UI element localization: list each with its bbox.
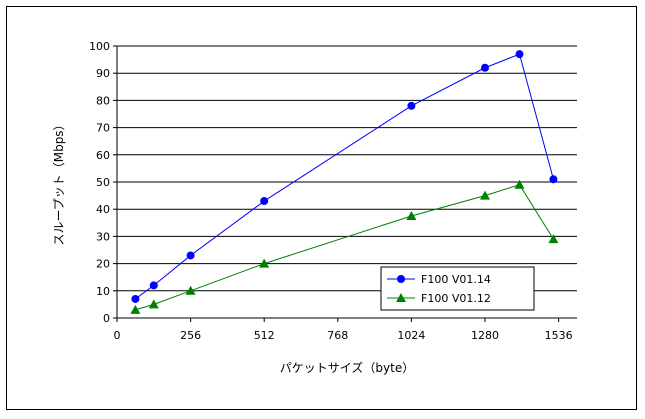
series-1-point-7 xyxy=(549,175,558,184)
y-tick-label-100: 100 xyxy=(89,40,110,53)
y-tick-label-80: 80 xyxy=(96,94,110,107)
x-tick-label-1024: 1024 xyxy=(397,329,425,342)
x-tick-label-768: 768 xyxy=(327,329,348,342)
legend-item-2: F100 V01.12 xyxy=(387,292,491,305)
legend-box xyxy=(380,266,535,311)
y-axis-title: スループット（Mbps） xyxy=(52,118,66,245)
series-1-point-3 xyxy=(260,197,269,206)
y-tick-label-0: 0 xyxy=(103,312,110,325)
legend-marker-1 xyxy=(397,275,405,283)
y-tick-label-70: 70 xyxy=(96,122,110,135)
legend: F100 V01.14 F100 V01.12 xyxy=(380,266,535,311)
x-tick-label-1536: 1536 xyxy=(545,329,573,342)
y-tick-label-40: 40 xyxy=(96,203,110,216)
series-1-point-5 xyxy=(481,63,489,72)
series-1-line xyxy=(135,53,554,300)
series-1-point-2 xyxy=(186,251,195,260)
x-tick-label-1280: 1280 xyxy=(471,329,499,342)
series-2-line xyxy=(135,184,554,311)
series-2-point-5 xyxy=(480,190,490,200)
y-tick-label-20: 20 xyxy=(96,258,110,271)
series-1-point-6 xyxy=(515,50,524,59)
series-2-point-7 xyxy=(548,234,559,244)
x-tick-label-0: 0 xyxy=(114,329,121,342)
series-2-point-4 xyxy=(406,211,417,220)
x-axis-title: パケットサイズ（byte） xyxy=(280,360,414,375)
series-2-point-2 xyxy=(185,285,196,295)
y-tick-label-50: 50 xyxy=(96,176,110,189)
legend-label-1: F100 V01.14 xyxy=(421,273,491,286)
y-tick-label-90: 90 xyxy=(96,67,110,80)
series-1 xyxy=(131,50,558,303)
x-tick-label-512: 512 xyxy=(254,329,275,342)
series-2 xyxy=(130,179,559,314)
series-1-point-1 xyxy=(149,281,158,290)
series-2-point-6 xyxy=(514,179,525,189)
series-2-point-0 xyxy=(130,304,141,314)
y-tick-label-30: 30 xyxy=(96,230,110,243)
legend-marker-2 xyxy=(396,293,406,302)
y-tick-label-60: 60 xyxy=(96,149,110,162)
series-1-point-0 xyxy=(131,294,140,303)
x-tick-label-256: 256 xyxy=(180,329,201,342)
y-tick-label-10: 10 xyxy=(96,285,110,298)
legend-item-1: F100 V01.14 xyxy=(387,273,491,286)
series-group xyxy=(130,50,559,314)
tick-labels: 0 10 20 30 40 50 60 70 80 90 100 0 256 512 768 1024 1280… xyxy=(89,40,573,342)
legend-label-2: F100 V01.12 xyxy=(421,292,491,305)
series-1-point-4 xyxy=(407,101,416,110)
axes xyxy=(113,45,577,322)
series-2-point-1 xyxy=(148,299,159,309)
series-2-point-3 xyxy=(259,258,270,268)
